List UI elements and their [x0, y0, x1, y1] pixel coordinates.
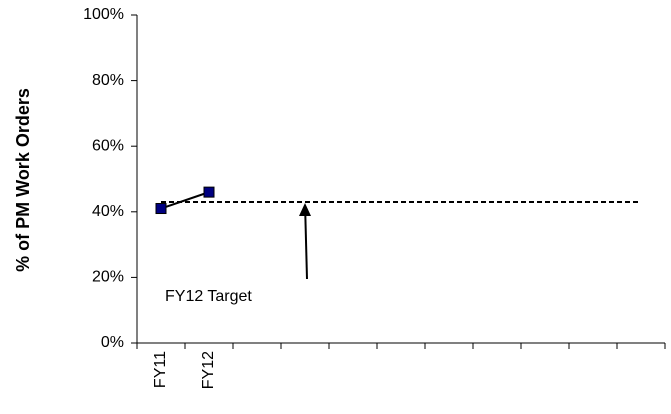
- x-tick-label: FY11: [152, 351, 169, 388]
- annotation: FY12 Target: [165, 288, 252, 305]
- y-tick-label: 20%: [92, 269, 124, 286]
- series-line: [160, 191, 210, 210]
- y-tick-label: 60%: [92, 137, 124, 154]
- annotation-arrow: [304, 213, 308, 280]
- marker: [155, 203, 167, 215]
- y-tick-label: 100%: [83, 6, 124, 23]
- y-tick-label: 80%: [92, 72, 124, 89]
- x-tick-label: FY12: [200, 351, 217, 389]
- y-tick-label: 40%: [92, 203, 124, 220]
- marker: [203, 186, 215, 198]
- arrow-head: [299, 203, 311, 216]
- y-tick-label: 0%: [101, 334, 124, 351]
- y-axis-label: % of PM Work Orders: [13, 88, 33, 272]
